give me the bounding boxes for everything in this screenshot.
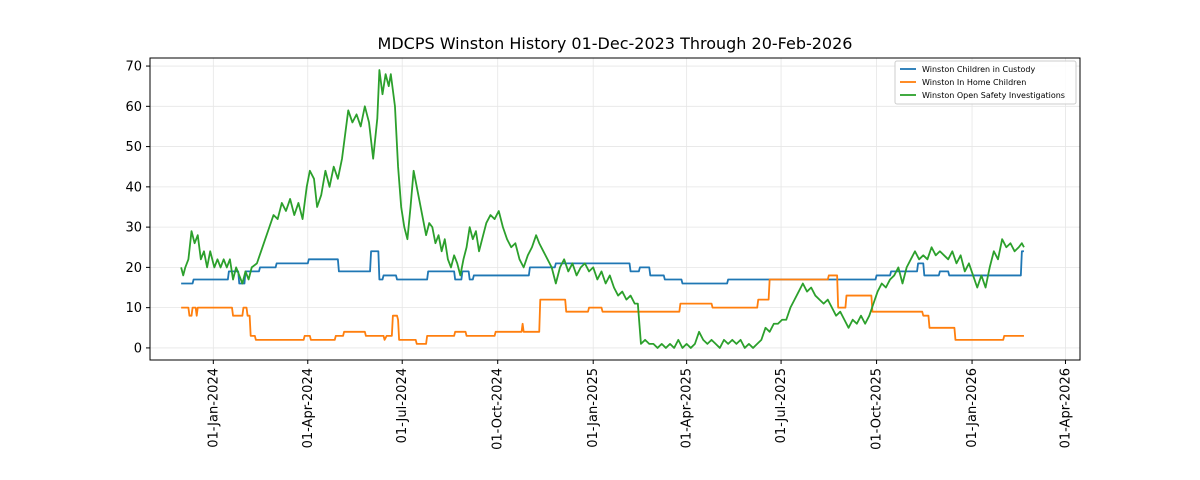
x-tick-label: 01-Jan-2026 — [965, 368, 980, 448]
axes: 0 10 20 30 40 50 60 70 01-Jan-2024 01-Apr-2024 01-… — [125, 57, 1081, 450]
gridlines — [150, 58, 1080, 360]
x-tick-label: 01-Jul-2025 — [774, 368, 789, 443]
y-tick-label: 50 — [125, 140, 142, 155]
x-tick-label: 01-Apr-2025 — [680, 368, 695, 448]
legend-label-1: Winston Children in Custody — [922, 65, 1035, 74]
x-tick-label: 01-Jan-2025 — [586, 368, 601, 448]
legend: Winston Children in Custody Winston In Ho… — [894, 60, 1077, 105]
legend-label-3: Winston Open Safety Investigations — [922, 91, 1065, 100]
x-tick-label: 01-Apr-2024 — [301, 368, 316, 448]
x-tick-label: 01-Oct-2025 — [870, 368, 885, 450]
y-tick-label: 70 — [125, 60, 142, 75]
y-tick-label: 0 — [134, 341, 142, 356]
series-line-2 — [181, 274, 1024, 345]
y-tick-label: 20 — [125, 261, 142, 276]
legend-label-2: Winston In Home Children — [922, 78, 1026, 87]
y-tick-label: 10 — [125, 301, 142, 316]
x-tick-label: 01-Apr-2026 — [1058, 368, 1073, 448]
legend-box — [894, 60, 1077, 105]
y-tick-label: 30 — [125, 221, 142, 236]
y-tick-label: 40 — [125, 180, 142, 195]
plot-frame — [149, 57, 1081, 361]
x-tick-label: 01-Jan-2024 — [206, 368, 221, 448]
x-tick-label: 01-Oct-2024 — [491, 368, 506, 450]
x-tick-label: 01-Jul-2024 — [395, 368, 410, 443]
series-lines — [180, 69, 1025, 349]
chart-title: MDCPS Winston History 01-Dec-2023 Throug… — [378, 34, 853, 53]
y-tick-label: 60 — [125, 100, 142, 115]
series-line-3 — [180, 69, 1025, 349]
